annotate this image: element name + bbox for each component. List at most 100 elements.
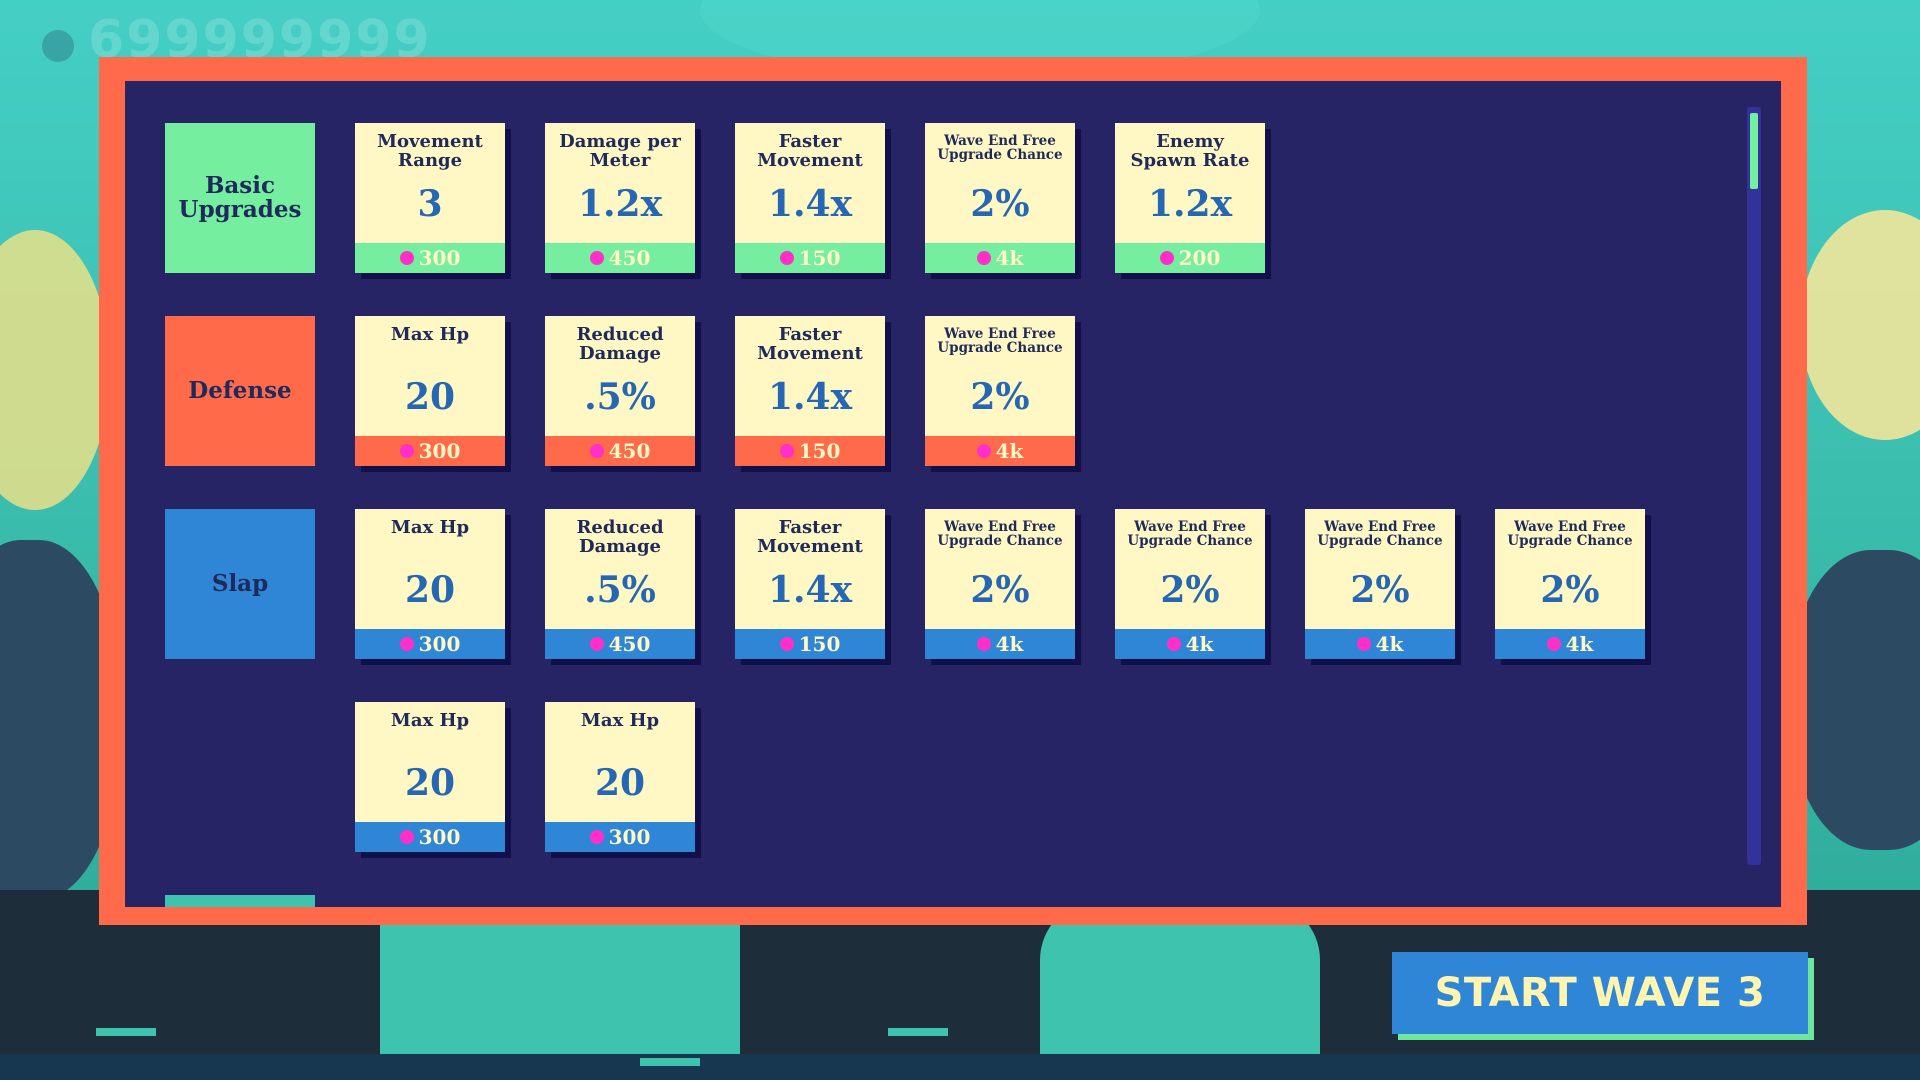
upgrade-card[interactable]: Max Hp 20 300	[355, 509, 505, 659]
coin-icon	[779, 251, 794, 265]
upgrade-card-price: 4k	[1305, 629, 1455, 659]
background-dash	[1172, 1028, 1232, 1036]
start-wave-button[interactable]: START WAVE 3	[1392, 952, 1808, 1034]
upgrade-card-value: 1.4x	[767, 183, 853, 225]
scrollbar-thumb[interactable]	[1750, 113, 1758, 189]
upgrade-card-price: 4k	[925, 629, 1075, 659]
coin-icon	[589, 444, 604, 458]
upgrade-card-title: Damage per Meter	[559, 131, 681, 171]
upgrade-card[interactable]: Wave End Free Upgrade Chance 2% 4k	[925, 123, 1075, 273]
upgrade-card[interactable]: Wave End Free Upgrade Chance 2% 4k	[1115, 509, 1265, 659]
upgrade-card-value: 2%	[970, 376, 1030, 418]
upgrade-card-title: Reduced Damage	[576, 324, 664, 364]
upgrade-card-price-label: 4k	[1185, 632, 1214, 656]
hud-icon	[42, 30, 74, 62]
upgrade-card-price: 4k	[925, 436, 1075, 466]
background-dash	[640, 1058, 700, 1066]
category-tile[interactable]	[165, 895, 315, 907]
upgrade-card-title: Wave End Free Upgrade Chance	[1507, 519, 1633, 550]
upgrade-card-value: 20	[404, 376, 456, 418]
upgrade-card[interactable]: Enemy Spawn Rate 1.2x 200	[1115, 123, 1265, 273]
upgrade-panel: Basic Upgrades Movement Range 3 300 Damage per…	[125, 81, 1781, 907]
upgrade-card-title: Wave End Free Upgrade Chance	[937, 326, 1063, 357]
upgrade-card-title: Wave End Free Upgrade Chance	[937, 519, 1063, 550]
upgrade-card[interactable]: Faster Movement 1.4x 150	[735, 509, 885, 659]
upgrade-card-value: 1.2x	[1147, 183, 1233, 225]
upgrade-card-title: Enemy Spawn Rate	[1130, 131, 1250, 171]
upgrade-card-value: 1.4x	[767, 376, 853, 418]
coin-icon	[976, 444, 991, 458]
upgrade-card-price-label: 150	[798, 246, 841, 270]
coin-icon	[1356, 637, 1371, 651]
upgrade-card-price: 150	[735, 243, 885, 273]
background-ground-stripe	[0, 1054, 1920, 1080]
upgrade-card-price-label: 450	[608, 246, 651, 270]
upgrade-card-price-label: 450	[608, 632, 651, 656]
upgrade-card-price: 300	[355, 436, 505, 466]
upgrade-card-price-label: 200	[1178, 246, 1221, 270]
coin-icon	[976, 251, 991, 265]
scrollbar[interactable]	[1747, 107, 1761, 865]
upgrade-card[interactable]: Wave End Free Upgrade Chance 2% 4k	[1305, 509, 1455, 659]
category-tile[interactable]: Defense	[165, 316, 315, 466]
upgrade-card-value: 20	[594, 762, 646, 804]
upgrade-card-price-label: 150	[798, 632, 841, 656]
upgrade-card-price-label: 4k	[995, 439, 1024, 463]
coin-icon	[779, 444, 794, 458]
category-tile[interactable]: Basic Upgrades	[165, 123, 315, 273]
coin-icon	[976, 637, 991, 651]
upgrade-card-price: 450	[545, 436, 695, 466]
background-ground-blob	[1040, 900, 1320, 1080]
upgrade-card-price: 4k	[925, 243, 1075, 273]
upgrade-card-value: 2%	[1540, 569, 1600, 611]
upgrade-card-title: Max Hp	[580, 710, 660, 731]
upgrade-card-price: 300	[355, 243, 505, 273]
upgrade-card-price-label: 4k	[995, 632, 1024, 656]
coin-icon	[399, 444, 414, 458]
upgrade-card-price-label: 300	[418, 825, 461, 849]
coin-icon	[589, 830, 604, 844]
upgrade-card[interactable]: Max Hp 20 300	[545, 702, 695, 852]
background-ground-blob	[380, 910, 740, 1080]
upgrade-card[interactable]: Wave End Free Upgrade Chance 2% 4k	[925, 316, 1075, 466]
upgrade-card-value: 2%	[970, 183, 1030, 225]
upgrade-card[interactable]: Faster Movement 1.4x 150	[735, 316, 885, 466]
upgrade-card-title: Wave End Free Upgrade Chance	[1127, 519, 1253, 550]
upgrade-card-price-label: 300	[608, 825, 651, 849]
coin-icon	[589, 251, 604, 265]
upgrade-card[interactable]: Faster Movement 1.4x 150	[735, 123, 885, 273]
coin-icon	[1166, 637, 1181, 651]
upgrade-card-price: 300	[355, 629, 505, 659]
upgrade-card-value: .5%	[584, 569, 656, 611]
upgrade-card-value: .5%	[584, 376, 656, 418]
upgrade-card-price-label: 450	[608, 439, 651, 463]
background-rock-right	[1790, 550, 1920, 850]
upgrade-card-title: Wave End Free Upgrade Chance	[937, 133, 1063, 164]
upgrade-card-title: Faster Movement	[757, 517, 863, 557]
upgrade-card-price: 4k	[1115, 629, 1265, 659]
upgrade-card[interactable]: Reduced Damage .5% 450	[545, 316, 695, 466]
upgrade-card[interactable]: Wave End Free Upgrade Chance 2% 4k	[1495, 509, 1645, 659]
upgrade-card[interactable]: Wave End Free Upgrade Chance 2% 4k	[925, 509, 1075, 659]
upgrade-card-price: 150	[735, 436, 885, 466]
coin-icon	[399, 637, 414, 651]
category-tile[interactable]: Slap	[165, 509, 315, 659]
upgrade-card[interactable]: Max Hp 20 300	[355, 702, 505, 852]
upgrade-card-title: Max Hp	[390, 517, 470, 538]
upgrade-card[interactable]: Max Hp 20 300	[355, 316, 505, 466]
upgrade-card-price-label: 300	[418, 246, 461, 270]
upgrade-card[interactable]: Damage per Meter 1.2x 450	[545, 123, 695, 273]
coin-icon	[1546, 637, 1561, 651]
upgrade-card[interactable]: Reduced Damage .5% 450	[545, 509, 695, 659]
upgrade-card-value: 2%	[970, 569, 1030, 611]
upgrade-card-value: 1.2x	[577, 183, 663, 225]
upgrade-card-title: Max Hp	[390, 710, 470, 731]
upgrade-card-title: Wave End Free Upgrade Chance	[1317, 519, 1443, 550]
upgrade-card-price-label: 300	[418, 439, 461, 463]
upgrade-card-value: 2%	[1160, 569, 1220, 611]
upgrade-card-title: Faster Movement	[757, 131, 863, 171]
upgrade-card-price-label: 4k	[1565, 632, 1594, 656]
upgrade-card[interactable]: Movement Range 3 300	[355, 123, 505, 273]
upgrade-card-value: 2%	[1350, 569, 1410, 611]
upgrade-card-price: 150	[735, 629, 885, 659]
